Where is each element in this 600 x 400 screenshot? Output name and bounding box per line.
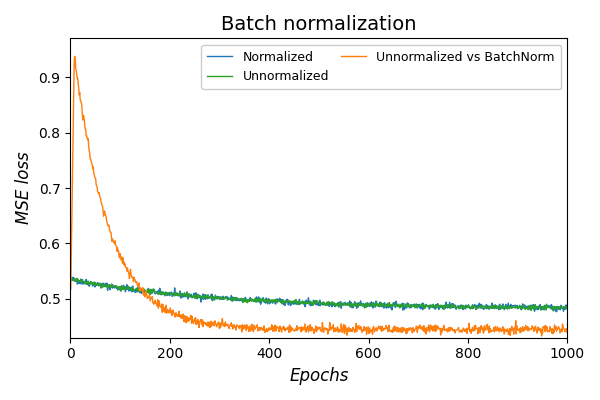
Line: Unnormalized vs BatchNorm: Unnormalized vs BatchNorm — [71, 56, 568, 336]
Unnormalized vs BatchNorm — [269, 323, 276, 328]
Unnormalized vs BatchNorm — [118, 254, 125, 259]
Normalized — [118, 287, 125, 292]
Normalized — [67, 276, 74, 281]
Normalized — [464, 304, 471, 309]
Unnormalized vs BatchNorm — [67, 287, 74, 292]
Unnormalized vs BatchNorm — [564, 327, 571, 332]
Unnormalized vs BatchNorm — [71, 54, 79, 59]
Line: Unnormalized: Unnormalized — [71, 278, 568, 311]
Unnormalized — [67, 276, 74, 280]
Unnormalized — [408, 304, 415, 309]
Legend: Normalized, Unnormalized, Unnormalized vs BatchNorm: Normalized, Unnormalized, Unnormalized v… — [201, 44, 561, 89]
Unnormalized — [463, 305, 470, 310]
Y-axis label: MSE loss: MSE loss — [15, 152, 33, 224]
Unnormalized vs BatchNorm — [538, 334, 545, 338]
Normalized — [455, 304, 462, 309]
Line: Normalized: Normalized — [71, 277, 568, 312]
Title: Batch normalization: Batch normalization — [221, 15, 416, 34]
Unnormalized vs BatchNorm — [455, 325, 462, 330]
Unnormalized vs BatchNorm — [409, 330, 416, 335]
Unnormalized — [268, 298, 275, 302]
Unnormalized — [286, 299, 293, 304]
Normalized — [564, 304, 571, 309]
Unnormalized — [454, 305, 461, 310]
X-axis label: Epochs: Epochs — [289, 367, 349, 385]
Unnormalized vs BatchNorm — [464, 328, 471, 333]
Unnormalized vs BatchNorm — [286, 323, 293, 328]
Normalized — [68, 275, 76, 280]
Unnormalized — [118, 283, 125, 288]
Unnormalized — [564, 306, 571, 311]
Normalized — [269, 298, 276, 303]
Normalized — [409, 304, 416, 309]
Unnormalized — [550, 309, 557, 314]
Normalized — [286, 300, 293, 305]
Normalized — [553, 309, 560, 314]
